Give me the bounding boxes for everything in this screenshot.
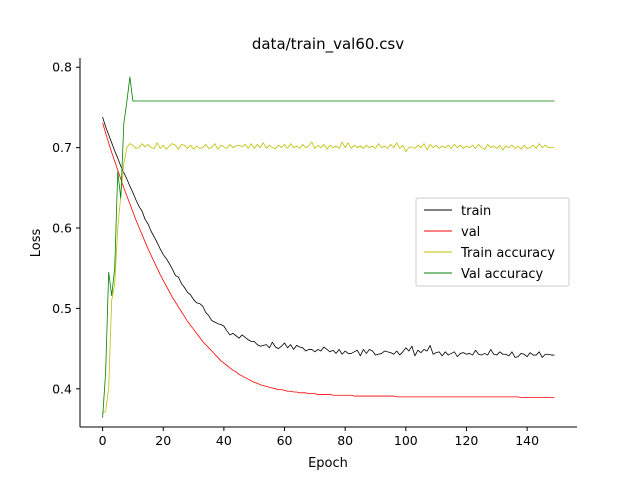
- x-tick-label: 140: [515, 433, 539, 448]
- legend-label-train-accuracy: Train accuracy: [460, 246, 555, 261]
- series-line-val: [102, 122, 555, 399]
- x-axis-title: Epoch: [308, 456, 348, 471]
- y-tick-label: 0.6: [52, 221, 72, 236]
- series-line-train-accuracy: [102, 141, 555, 414]
- y-tick-label: 0.4: [52, 381, 72, 396]
- series-layer: [102, 76, 555, 418]
- y-tick-group: 0.4 0.5 0.6 0.7 0.8: [52, 60, 80, 396]
- legend: train val Train accuracy Val accuracy: [415, 197, 570, 287]
- y-axis-title: Loss: [29, 229, 44, 258]
- x-tick-label: 120: [455, 433, 479, 448]
- x-tick-label: 60: [277, 433, 293, 448]
- y-tick-label: 0.5: [52, 301, 72, 316]
- legend-label-val: val: [461, 225, 480, 240]
- x-tick-label: 80: [337, 433, 353, 448]
- x-tick-label: 0: [99, 433, 107, 448]
- chart-title: data/train_val60.csv: [252, 35, 404, 54]
- x-tick-label: 40: [216, 433, 232, 448]
- legend-label-val-accuracy: Val accuracy: [461, 267, 544, 282]
- legend-frame: [415, 197, 570, 287]
- y-tick-label: 0.7: [52, 140, 72, 155]
- legend-label-train: train: [461, 204, 491, 219]
- x-tick-label: 100: [394, 433, 418, 448]
- y-tick-label: 0.8: [52, 60, 72, 75]
- x-tick-label: 20: [155, 433, 171, 448]
- series-line-train: [102, 116, 555, 358]
- x-tick-group: 0 20 40 60 80 100 120 140: [99, 427, 539, 448]
- series-line-val-accuracy: [102, 76, 555, 418]
